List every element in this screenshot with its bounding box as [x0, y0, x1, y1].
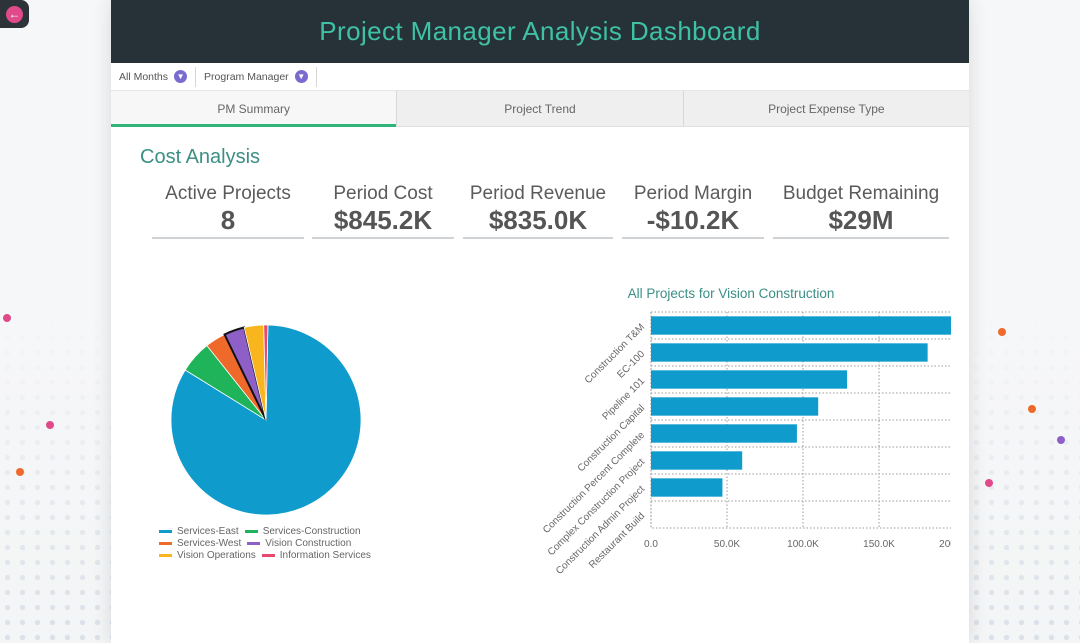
kpi-label: Period Revenue: [469, 183, 607, 204]
bar-pipeline-101[interactable]: [651, 370, 848, 389]
legend-label: Vision Operations: [177, 549, 256, 561]
dashboard-panel: Project Manager Analysis Dashboard All M…: [111, 0, 969, 643]
tab-bar: PM Summary Project Trend Project Expense…: [111, 91, 969, 127]
background-fade-left: [0, 0, 111, 643]
tab-pm-summary[interactable]: PM Summary: [111, 91, 398, 127]
kpi-value: 8: [220, 205, 236, 235]
legend-item[interactable]: Services-West: [159, 538, 241, 549]
kpi-period-margin: Period Margin -$10.2K: [622, 183, 764, 239]
legend-label: Vision Construction: [265, 537, 352, 549]
legend-item[interactable]: Services-Construction: [244, 525, 361, 537]
decor-dot: [1028, 405, 1036, 413]
kpi-period-revenue: Period Revenue $835.0K: [463, 183, 613, 239]
legend-item[interactable]: Vision Operations: [159, 550, 256, 561]
tab-project-trend[interactable]: Project Trend: [397, 91, 684, 126]
x-tick-label: 200.0K: [939, 539, 951, 550]
decor-dot: [3, 314, 11, 322]
legend-item[interactable]: Vision Construction: [247, 538, 351, 549]
decor-dot: [1057, 436, 1065, 444]
decor-dot: [46, 421, 54, 429]
bar-construction-t-m[interactable]: [651, 316, 951, 335]
kpi-label: Period Margin: [633, 183, 753, 204]
kpi-active-projects: Active Projects 8: [152, 183, 304, 239]
legend-label: Services-West: [177, 537, 242, 549]
filter-program-manager[interactable]: Program Manager ▼: [196, 66, 317, 87]
bar-construction-admin-project[interactable]: [651, 478, 723, 497]
filter-bar: All Months ▼ Program Manager ▼: [111, 63, 969, 91]
legend-label: Services-East: [177, 525, 239, 537]
section-title: Cost Analysis: [140, 146, 261, 168]
back-arrow-icon: ←: [6, 5, 23, 23]
x-tick-label: 100.0K: [787, 539, 819, 550]
kpi-label: Active Projects: [165, 183, 291, 204]
background-fade-right: [969, 0, 1080, 643]
kpi-label: Budget Remaining: [782, 183, 940, 204]
decor-dot: [985, 479, 993, 487]
plot-frame: [650, 311, 951, 529]
x-tick-label: 0.0: [644, 539, 658, 550]
kpi-value: $845.2K: [333, 205, 433, 235]
kpi-value: -$10.2K: [646, 205, 740, 235]
back-button[interactable]: ←: [0, 0, 29, 28]
bar-construction-capital[interactable]: [651, 397, 819, 416]
kpi-budget-remaining: Budget Remaining $29M: [773, 183, 949, 239]
x-tick-label: 50.0K: [714, 539, 740, 550]
bar-complex-construction-project[interactable]: [651, 451, 743, 470]
x-tick-label: 150.0K: [863, 539, 895, 550]
filter-program-manager-label: Program Manager: [204, 70, 289, 83]
dashboard-header: Project Manager Analysis Dashboard: [111, 0, 969, 63]
legend-label: Services-Construction: [262, 525, 361, 537]
page-title: Project Manager Analysis Dashboard: [319, 16, 761, 46]
bar-chart-title: All Projects for Vision Construction: [627, 286, 835, 301]
bar-chart: 0.050.0K100.0K150.0K200.0K250.0KConstruc…: [541, 311, 951, 577]
chevron-down-icon[interactable]: ▼: [294, 70, 308, 83]
filter-months-label: All Months: [119, 70, 169, 83]
legend-item[interactable]: Information Services: [261, 549, 371, 561]
kpi-value: $835.0K: [488, 205, 588, 235]
legend-item[interactable]: Services-East: [159, 526, 239, 537]
decor-dot: [998, 328, 1006, 336]
legend-label: Information Services: [279, 549, 371, 561]
tab-project-expense-type[interactable]: Project Expense Type: [768, 101, 885, 116]
pie-slice-information-services[interactable]: [263, 324, 269, 421]
pie-legend: Services-East Services-Construction Serv…: [159, 525, 377, 561]
kpi-label: Period Cost: [333, 183, 433, 204]
bar-ec-100[interactable]: [651, 343, 928, 362]
kpi-period-cost: Period Cost $845.2K: [312, 183, 454, 239]
filter-months[interactable]: All Months ▼: [111, 66, 197, 87]
kpi-value: $29M: [828, 205, 894, 235]
chevron-down-icon[interactable]: ▼: [174, 70, 188, 83]
bar-construction-percent-complete[interactable]: [651, 424, 797, 443]
pie-chart: [170, 324, 362, 516]
decor-dot: [16, 468, 24, 476]
